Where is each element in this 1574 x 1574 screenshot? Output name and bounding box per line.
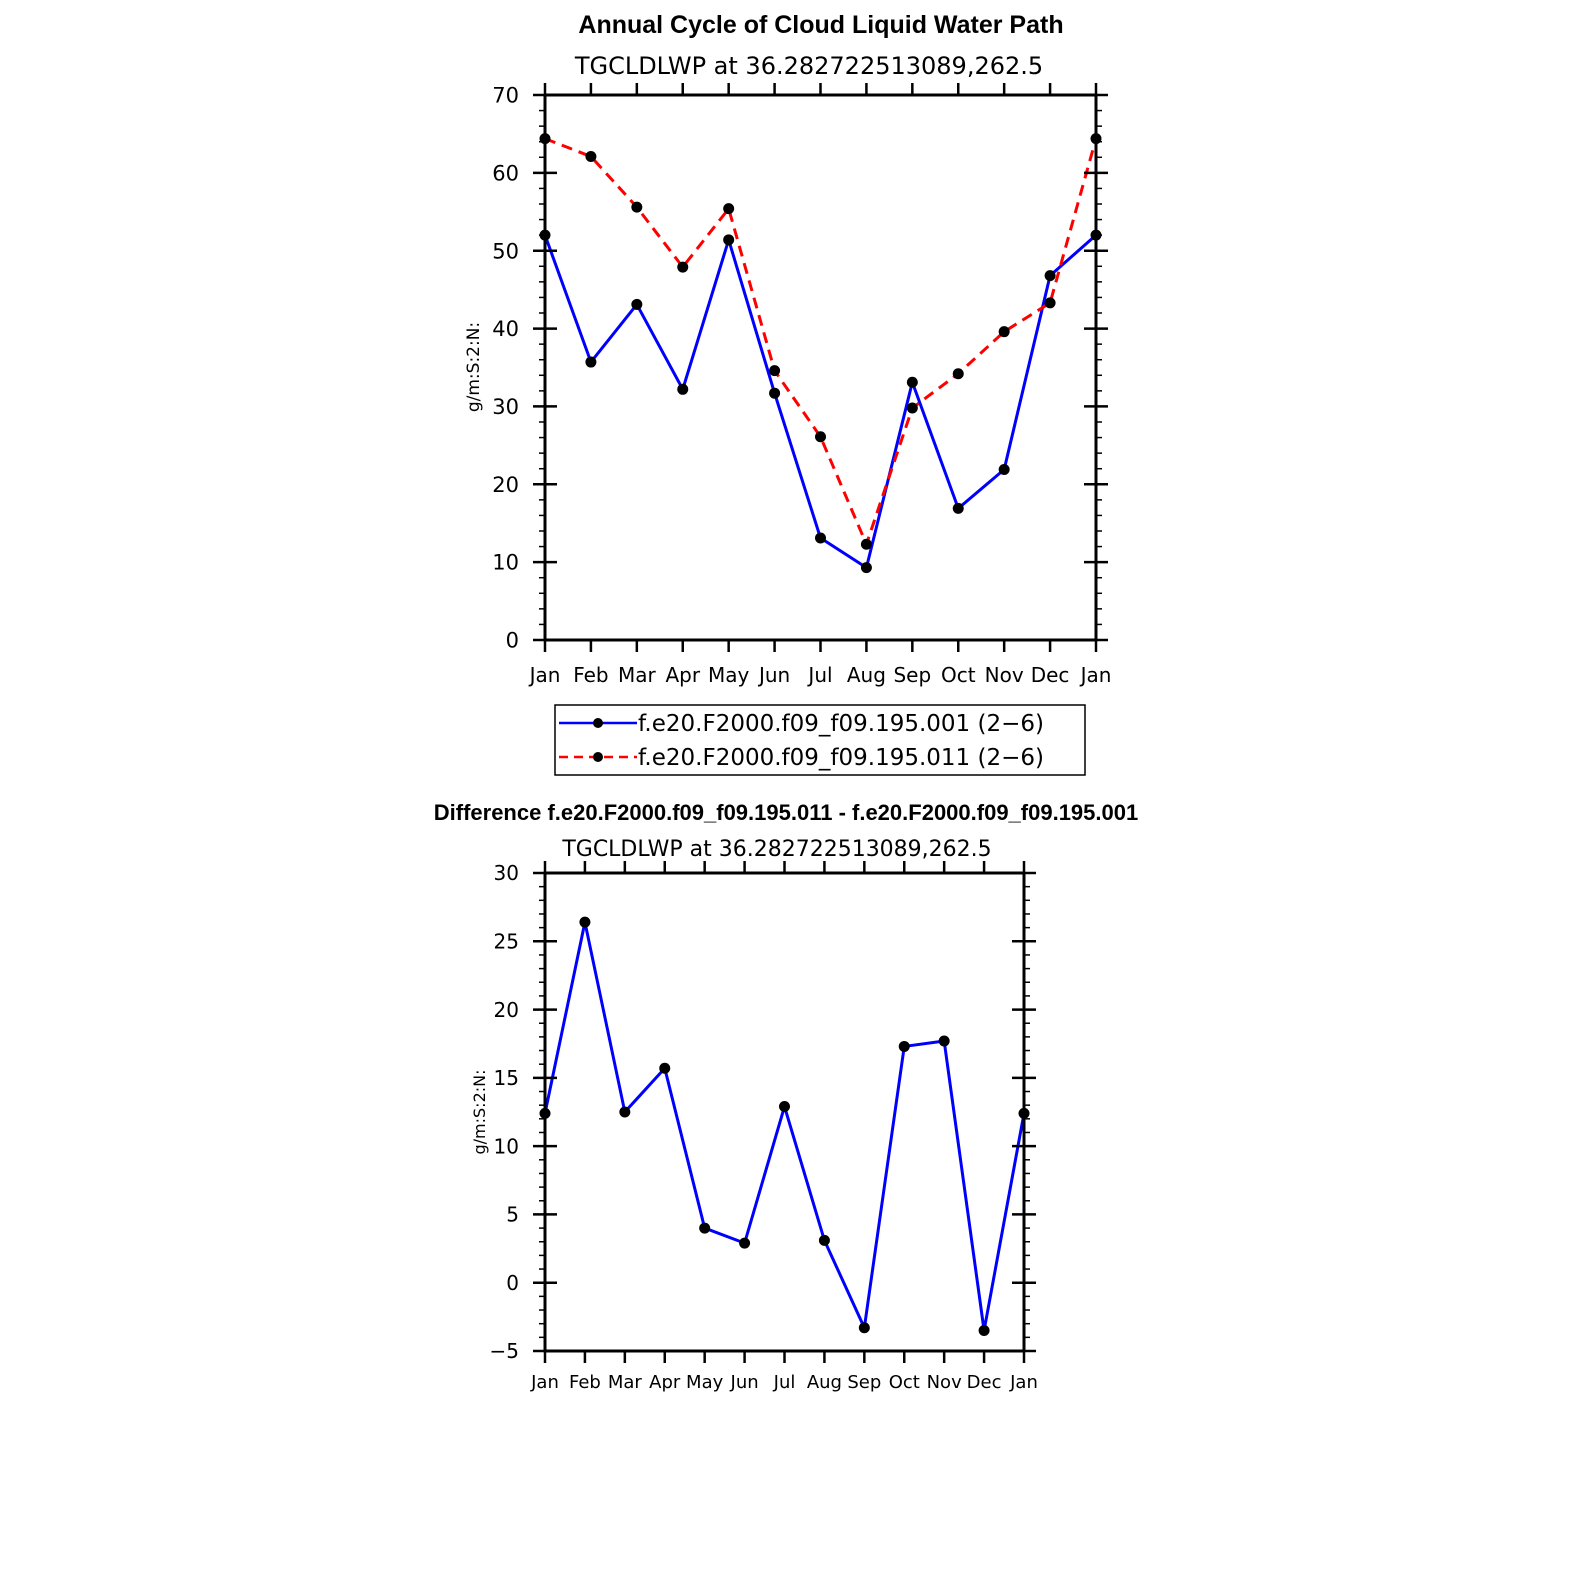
series-1-point [818, 1234, 830, 1246]
series-1-point [779, 1101, 790, 1113]
series-1-point [898, 1040, 910, 1052]
series-1-point [739, 1237, 751, 1249]
series-2-point [769, 365, 781, 377]
x-tick-label: Jul [806, 663, 832, 687]
series-1-point [815, 532, 826, 544]
series-1-point [1044, 270, 1056, 282]
series-line-1 [543, 234, 1097, 570]
x-tick-label: May [686, 1372, 724, 1393]
y-tick-label: 20 [492, 473, 519, 497]
series-1-point [952, 502, 964, 514]
x-tick-label: Jun [730, 1372, 759, 1393]
series-1-point [978, 1325, 990, 1337]
y-tick-label: 0 [506, 629, 519, 653]
series-1-point [906, 376, 918, 388]
series-line-1 [543, 920, 1026, 1333]
chart-1-legend: f.e20.F2000.f09_f09.195.001 (2−6) f.e20.… [554, 704, 1086, 776]
x-tick-label: Dec [967, 1372, 1002, 1393]
y-tick-label: 30 [492, 395, 519, 419]
series-2-point [906, 402, 918, 414]
x-tick-label: Feb [573, 663, 608, 687]
y-tick-label: 20 [494, 998, 519, 1022]
chart-1-axes: Jan Feb Mar Apr May Jun Jul Aug Sep Oct Nov Dec Jan 0… [492, 83, 1111, 687]
y-tick-label: 10 [492, 551, 519, 575]
chart-1-subtitle: TGCLDLWP at 36.282722513089,262.5 [574, 52, 1043, 80]
y-tick-label: 40 [492, 317, 519, 341]
x-tick-label: Apr [665, 663, 700, 687]
chart-2-series [539, 916, 1030, 1337]
annual-cycle-chart: Annual Cycle of Cloud Liquid Water Path … [464, 11, 1111, 776]
chart-2-subtitle: TGCLDLWP at 36.282722513089,262.5 [561, 837, 991, 862]
series-1-point [723, 234, 735, 246]
series-1-point [938, 1035, 950, 1047]
series-1-point [619, 1106, 631, 1118]
y-tick-label: 70 [492, 84, 519, 108]
series-1-point [699, 1222, 711, 1234]
series-2-point [998, 326, 1010, 338]
series-2-point [1044, 297, 1056, 309]
x-tick-label: Feb [569, 1372, 601, 1393]
y-tick-label: 30 [494, 861, 519, 885]
x-tick-label: May [708, 663, 750, 687]
chart-1-title: Annual Cycle of Cloud Liquid Water Path [578, 11, 1063, 39]
series-2-point [631, 201, 643, 213]
y-tick-label: 0 [506, 1271, 519, 1295]
series-1-point [860, 562, 872, 574]
chart-2-frame [543, 871, 1026, 1353]
x-tick-label: Nov [985, 663, 1024, 687]
series-2-point [860, 538, 872, 550]
x-tick-label: Nov [927, 1372, 962, 1393]
series-2-point [677, 261, 689, 273]
x-tick-label: Oct [941, 663, 976, 687]
y-tick-label: 10 [494, 1134, 519, 1158]
legend-box [554, 704, 1086, 776]
series-2-point [723, 203, 735, 215]
chart-1-y-axis-label: g/m:S:2:N: [464, 322, 484, 412]
x-tick-label: Mar [618, 663, 657, 687]
difference-chart: Difference f.e20.F2000.f09_f09.195.011 -… [434, 800, 1138, 1393]
legend-label-series-1: f.e20.F2000.f09_f09.195.001 (2−6) [638, 711, 1044, 737]
x-tick-label: Jun [757, 663, 790, 687]
series-line-2 [544, 137, 1098, 546]
y-tick-label: −5 [490, 1339, 519, 1363]
y-tick-label: 25 [494, 929, 519, 953]
series-2-point [585, 151, 597, 163]
x-tick-label: Dec [1031, 663, 1070, 687]
x-tick-label: Oct [889, 1372, 920, 1393]
chart-2-y-axis-label: g/m:S:2:N: [470, 1070, 489, 1155]
series-1-point [769, 387, 781, 399]
y-tick-label: 50 [492, 239, 519, 263]
x-tick-label: Aug [807, 1372, 842, 1393]
chart-1-frame [543, 93, 1098, 642]
chart-1-series [539, 133, 1102, 574]
y-tick-label: 15 [494, 1066, 519, 1090]
x-tick-label: Jul [773, 1372, 796, 1393]
series-1-point [631, 298, 643, 310]
x-tick-label: Jan [1079, 663, 1112, 687]
x-tick-label: Jan [528, 663, 561, 687]
x-tick-label: Sep [847, 1372, 881, 1393]
x-tick-label: Mar [608, 1372, 643, 1393]
series-1-point [998, 463, 1010, 475]
x-tick-label: Jan [1009, 1372, 1038, 1393]
series-1-point [858, 1322, 870, 1334]
x-tick-label: Apr [649, 1372, 681, 1393]
x-tick-label: Jan [530, 1372, 559, 1393]
legend-marker-series-2 [593, 752, 603, 762]
series-1-point [659, 1062, 671, 1074]
y-tick-label: 5 [506, 1203, 519, 1227]
series-2-point [952, 368, 964, 380]
series-1-point [677, 383, 689, 395]
series-2-point [815, 431, 826, 443]
x-tick-label: Sep [893, 663, 931, 687]
y-tick-label: 60 [492, 161, 519, 185]
chart-2-title: Difference f.e20.F2000.f09_f09.195.011 -… [434, 800, 1138, 825]
series-1-point [579, 916, 591, 928]
legend-marker-series-1 [593, 718, 603, 728]
x-tick-label: Aug [847, 663, 886, 687]
series-1-point [585, 356, 597, 368]
legend-label-series-2: f.e20.F2000.f09_f09.195.011 (2−6) [638, 745, 1044, 771]
